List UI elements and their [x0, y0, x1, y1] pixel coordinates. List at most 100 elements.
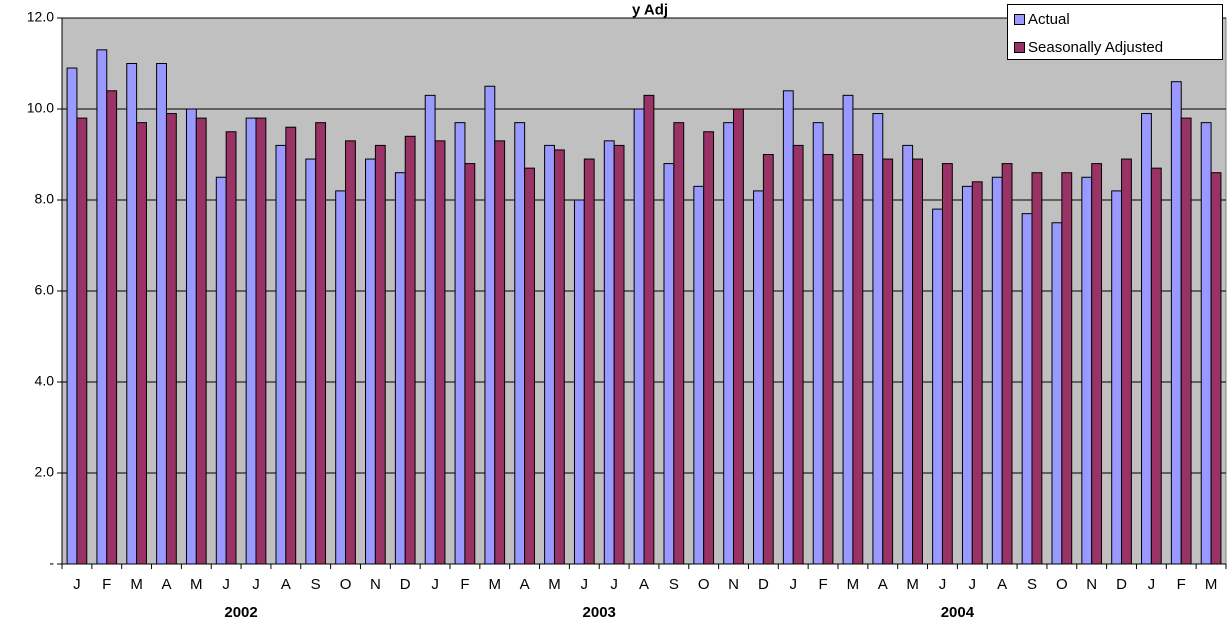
legend-swatch-actual — [1014, 13, 1025, 25]
bar-seasonally-adjusted — [1180, 117, 1192, 565]
bar-seasonally-adjusted — [195, 117, 207, 565]
x-tick-label: A — [281, 576, 291, 593]
bar-actual — [961, 185, 973, 565]
year-label: 2002 — [224, 604, 257, 621]
bar-actual — [932, 208, 943, 565]
bar-seasonally-adjusted — [494, 140, 506, 565]
year-label: 2003 — [583, 604, 616, 621]
bar-actual — [305, 158, 317, 565]
x-tick-label: A — [639, 576, 649, 593]
bar-seasonally-adjusted — [285, 126, 297, 565]
bar-actual — [872, 113, 884, 565]
bar-seasonally-adjusted — [1031, 172, 1043, 565]
x-tick-label: J — [969, 576, 977, 593]
x-tick-label: N — [728, 576, 739, 593]
year-label: 2004 — [941, 604, 975, 621]
y-tick-label: 8.0 — [35, 191, 55, 207]
bar-seasonally-adjusted — [583, 158, 595, 565]
x-tick-label: D — [1116, 576, 1127, 593]
bar-seasonally-adjusted — [165, 113, 177, 565]
chart-title-fragment: y Adj — [632, 1, 668, 18]
y-tick-label: 2.0 — [35, 464, 55, 480]
x-tick-label: J — [431, 576, 439, 593]
bar-actual — [156, 63, 167, 565]
bar-actual — [693, 185, 705, 565]
bar-seasonally-adjusted — [822, 154, 834, 565]
legend-swatch-seasonally-adjusted — [1014, 41, 1025, 53]
x-tick-label: D — [400, 576, 411, 593]
bar-actual — [723, 122, 735, 565]
y-tick-label: 4.0 — [35, 373, 55, 389]
x-tick-label: J — [1148, 576, 1156, 593]
bar-actual — [663, 163, 675, 565]
x-tick-label: F — [818, 576, 827, 593]
axes: - 2.0 4.0 6.0 8.0 10.0 12.0 J F M A M J J A S O N D J F M A M J J… — [27, 9, 1227, 621]
x-tick-label: O — [1056, 576, 1068, 593]
bar-seasonally-adjusted — [1091, 163, 1103, 565]
x-tick-label: F — [460, 576, 469, 593]
y-tick-label: 10.0 — [27, 100, 54, 116]
bar-actual — [66, 67, 78, 565]
bar-actual — [991, 176, 1003, 565]
bar-seasonally-adjusted — [673, 122, 685, 565]
bar-actual — [275, 144, 287, 565]
x-tick-label: N — [1086, 576, 1097, 593]
bar-actual — [1111, 190, 1123, 565]
legend-label-seasonally-adjusted: Seasonally Adjusted — [1028, 38, 1164, 56]
bar-actual — [335, 190, 347, 565]
bar-seasonally-adjusted — [76, 117, 88, 565]
bar-seasonally-adjusted — [1061, 172, 1073, 565]
bar-seasonally-adjusted — [971, 181, 983, 565]
bar-actual — [245, 117, 257, 565]
bar-seasonally-adjusted — [434, 140, 446, 565]
bar-actual — [1170, 81, 1182, 565]
bars — [66, 49, 1222, 565]
bar-seasonally-adjusted — [524, 167, 535, 565]
bar-seasonally-adjusted — [762, 154, 774, 565]
legend-item-actual: Actual — [1014, 9, 1070, 29]
x-tick-label: M — [548, 576, 561, 593]
bar-actual — [1200, 122, 1212, 565]
bar-actual — [1081, 176, 1093, 565]
bar-seasonally-adjusted — [613, 144, 625, 565]
bar-seasonally-adjusted — [1001, 163, 1013, 565]
bar-seasonally-adjusted — [1210, 172, 1222, 565]
bar-seasonally-adjusted — [941, 163, 953, 565]
x-tick-label: M — [489, 576, 502, 593]
x-tick-label: S — [311, 576, 321, 593]
bar-actual — [544, 144, 555, 565]
x-tick-label: O — [340, 576, 352, 593]
x-tick-label: J — [581, 576, 589, 593]
bar-actual — [782, 90, 794, 565]
x-tick-label: M — [847, 576, 860, 593]
x-tick-label: J — [222, 576, 230, 593]
x-tick-label: S — [1027, 576, 1037, 593]
bar-actual — [454, 122, 466, 565]
bar-actual — [1021, 213, 1033, 565]
bar-actual — [126, 63, 138, 565]
x-tick-label: A — [878, 576, 888, 593]
legend-item-seasonally-adjusted: Seasonally Adjusted — [1014, 37, 1163, 57]
bar-actual — [902, 144, 914, 565]
bar-seasonally-adjusted — [136, 122, 147, 565]
bar-actual — [424, 94, 436, 565]
bar-seasonally-adjusted — [852, 154, 864, 565]
bar-seasonally-adjusted — [912, 158, 923, 565]
bar-seasonally-adjusted — [345, 140, 356, 565]
y-tick-label: 12.0 — [27, 9, 54, 25]
x-tick-label: D — [758, 576, 769, 593]
bar-seasonally-adjusted — [703, 131, 715, 565]
x-tick-label: J — [73, 576, 81, 593]
bar-seasonally-adjusted — [374, 144, 386, 565]
bar-seasonally-adjusted — [643, 94, 655, 565]
x-tick-label: F — [1177, 576, 1186, 593]
bar-actual — [633, 108, 645, 565]
bar-actual — [842, 94, 854, 565]
x-tick-label: J — [939, 576, 947, 593]
bar-actual — [812, 122, 824, 565]
bar-actual — [1051, 222, 1063, 565]
bar-actual — [394, 172, 406, 565]
x-tick-label: J — [610, 576, 618, 593]
